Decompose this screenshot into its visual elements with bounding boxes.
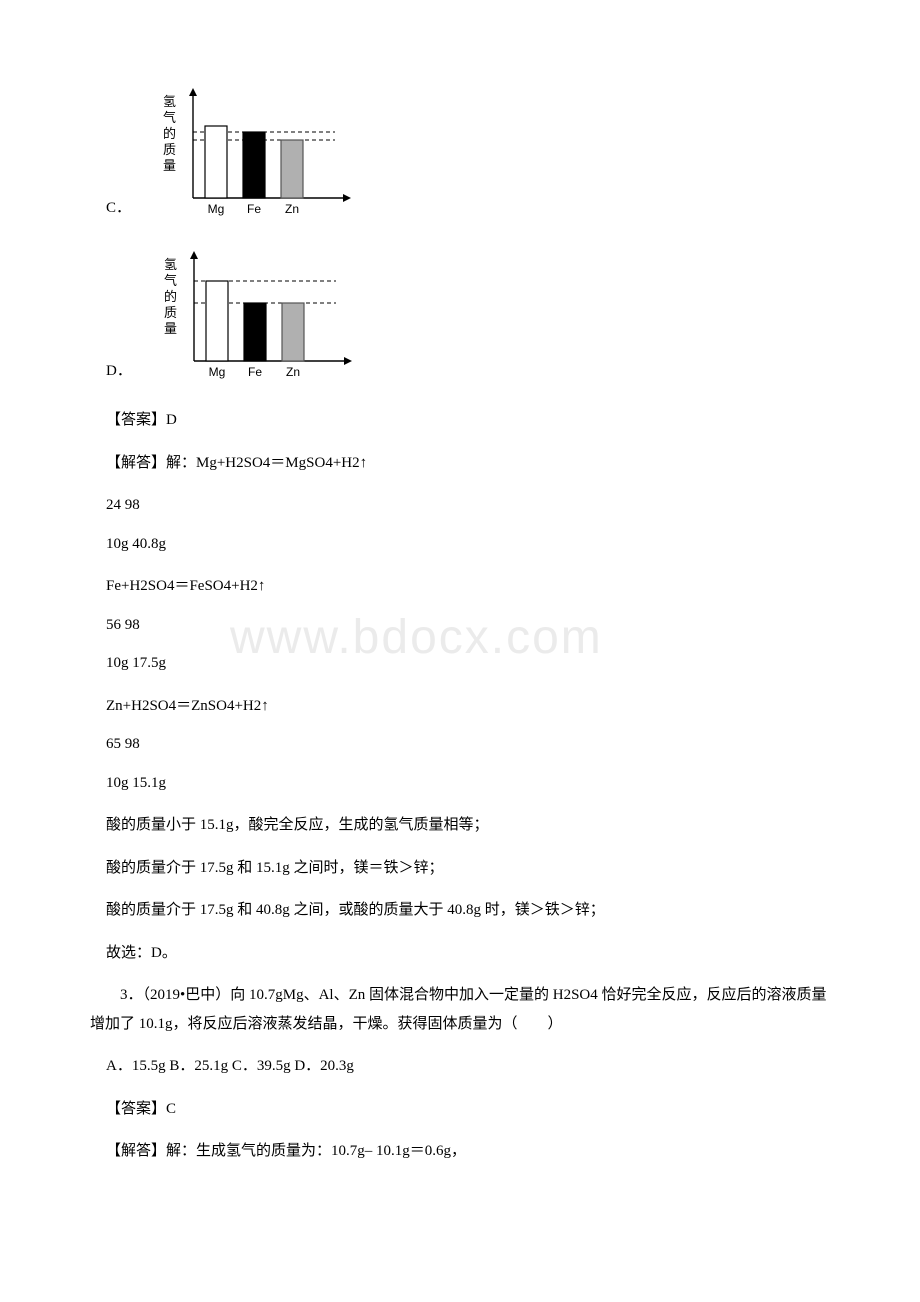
condition-3: 酸的质量介于 17.5g 和 40.8g 之间，或酸的质量大于 40.8g 时，… xyxy=(106,896,830,925)
option-c-label: C． xyxy=(106,196,131,217)
question-3-answer: 【答案】C xyxy=(106,1095,830,1124)
svg-text:质: 质 xyxy=(163,142,176,157)
question-3-explain: 【解答】解：生成氢气的质量为：10.7g– 10.1g＝0.6g， xyxy=(106,1137,830,1166)
svg-text:质: 质 xyxy=(164,305,177,320)
eq3-mass: 10g 15.1g xyxy=(106,769,830,798)
option-c-row: C． 氢气的质量 Mg Fe Zn xyxy=(106,80,830,225)
answer-line: 【答案】D xyxy=(106,406,830,435)
option-d-label: D． xyxy=(106,359,132,380)
svg-text:Fe: Fe xyxy=(247,202,261,216)
svg-text:氢: 氢 xyxy=(164,257,177,272)
eq1-mass: 10g 40.8g xyxy=(106,530,830,559)
therefore: 故选：D。 xyxy=(106,939,830,968)
svg-text:量: 量 xyxy=(164,321,177,336)
option-d-row: D． 氢气的质量 Mg Fe Zn xyxy=(106,243,830,388)
svg-text:氢: 氢 xyxy=(163,94,176,109)
svg-text:Zn: Zn xyxy=(285,202,299,216)
eq3-ratio: 65 98 xyxy=(106,730,830,759)
svg-text:Mg: Mg xyxy=(208,202,225,216)
eq2-mass: 10g 17.5g xyxy=(106,649,830,678)
svg-text:Fe: Fe xyxy=(248,365,262,379)
eq3-start: Zn+H2SO4＝ZnSO4+H2↑ xyxy=(106,692,830,721)
eq2-start: Fe+H2SO4＝FeSO4+H2↑ xyxy=(106,572,830,601)
svg-text:的: 的 xyxy=(164,289,177,304)
condition-1: 酸的质量小于 15.1g，酸完全反应，生成的氢气质量相等； xyxy=(106,811,830,840)
svg-text:量: 量 xyxy=(163,158,176,173)
question-3: 3．（2019•巴中）向 10.7gMg、Al、Zn 固体混合物中加入一定量的 … xyxy=(90,981,830,1038)
condition-2: 酸的质量介于 17.5g 和 15.1g 之间时，镁＝铁＞锌； xyxy=(106,854,830,883)
chart-d: 氢气的质量 Mg Fe Zn xyxy=(150,243,370,388)
chart-c: 氢气的质量 Mg Fe Zn xyxy=(149,80,369,225)
svg-text:Mg: Mg xyxy=(209,365,226,379)
svg-text:气: 气 xyxy=(163,110,176,125)
eq1-ratio: 24 98 xyxy=(106,491,830,520)
svg-text:气: 气 xyxy=(164,273,177,288)
svg-text:Zn: Zn xyxy=(286,365,300,379)
svg-text:的: 的 xyxy=(163,126,176,141)
question-3-options: A．15.5g B．25.1g C．39.5g D．20.3g xyxy=(106,1052,830,1081)
explain-start: 【解答】解：Mg+H2SO4＝MgSO4+H2↑ xyxy=(106,449,830,478)
eq2-ratio: 56 98 xyxy=(106,611,830,640)
